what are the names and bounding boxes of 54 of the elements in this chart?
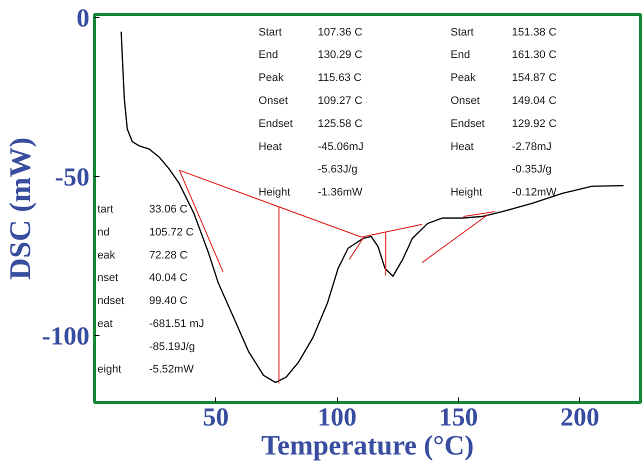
annotation: Heat [450,140,474,153]
x-axis-title: Temperature (°C) [261,430,474,462]
annotation: End [450,49,470,62]
annotation: -0.35J/g [512,164,552,176]
x-tick-label: 100 [318,402,357,432]
y-tick-label: 0 [76,4,90,33]
x-tick-label: 200 [560,402,600,432]
annotation: 149.04 C [512,95,557,108]
annotation: nset [97,272,118,284]
annotation: 72.28 C [149,249,188,262]
annotation: ndset [97,295,124,308]
annotation: -85.19J/g [149,340,195,353]
annotation: 40.04 C [149,272,188,284]
annotation: 105.72 C [149,226,194,238]
annotation: Height [450,186,482,199]
annotation: -45.06mJ [318,140,364,153]
annotation: 107.36 C [318,26,362,38]
annotation: eat [97,318,113,330]
annotation: tart [97,203,114,216]
annotation: Height [258,186,290,199]
annotation: Heat [258,140,282,153]
annotation: eight [97,364,122,376]
annotation: 115.63 C [318,72,362,84]
annotation: 109.27 C [318,95,362,108]
annotation: 129.92 C [512,118,557,130]
annotation: Start [450,26,474,38]
annotation: Start [258,26,282,38]
x-tick-label: 50 [202,402,229,432]
annotation: eak [97,249,116,262]
annotation: Endset [258,118,293,130]
annotation: 99.40 C [149,295,188,308]
annotation: -1.36mW [318,186,363,199]
annotation: 161.30 C [512,49,557,62]
annotation: -0.12mW [512,186,558,199]
annotation: Onset [450,95,480,108]
annotation: -681.51 mJ [149,318,204,330]
annotation: End [258,49,278,62]
annotation: Peak [450,72,476,84]
annotation: Peak [258,72,284,84]
annotation: -5.63J/g [318,164,358,176]
annotation: Endset [450,118,485,130]
annotation: 151.38 C [512,26,557,38]
x-tick-label: 150 [439,402,478,432]
y-tick-label: -50 [54,162,90,192]
annotation: -2.78mJ [512,140,552,153]
y-tick-label: -100 [42,322,90,351]
annotation: 125.58 C [318,118,362,130]
annotation: nd [97,226,110,238]
annotation: 33.06 C [149,203,188,216]
y-axis-title: DSC (mW) [4,137,37,280]
annotation: 130.29 C [318,49,362,62]
annotation: 154.87 C [512,72,557,84]
annotation: Onset [258,95,288,108]
annotation: -5.52mW [149,364,194,376]
